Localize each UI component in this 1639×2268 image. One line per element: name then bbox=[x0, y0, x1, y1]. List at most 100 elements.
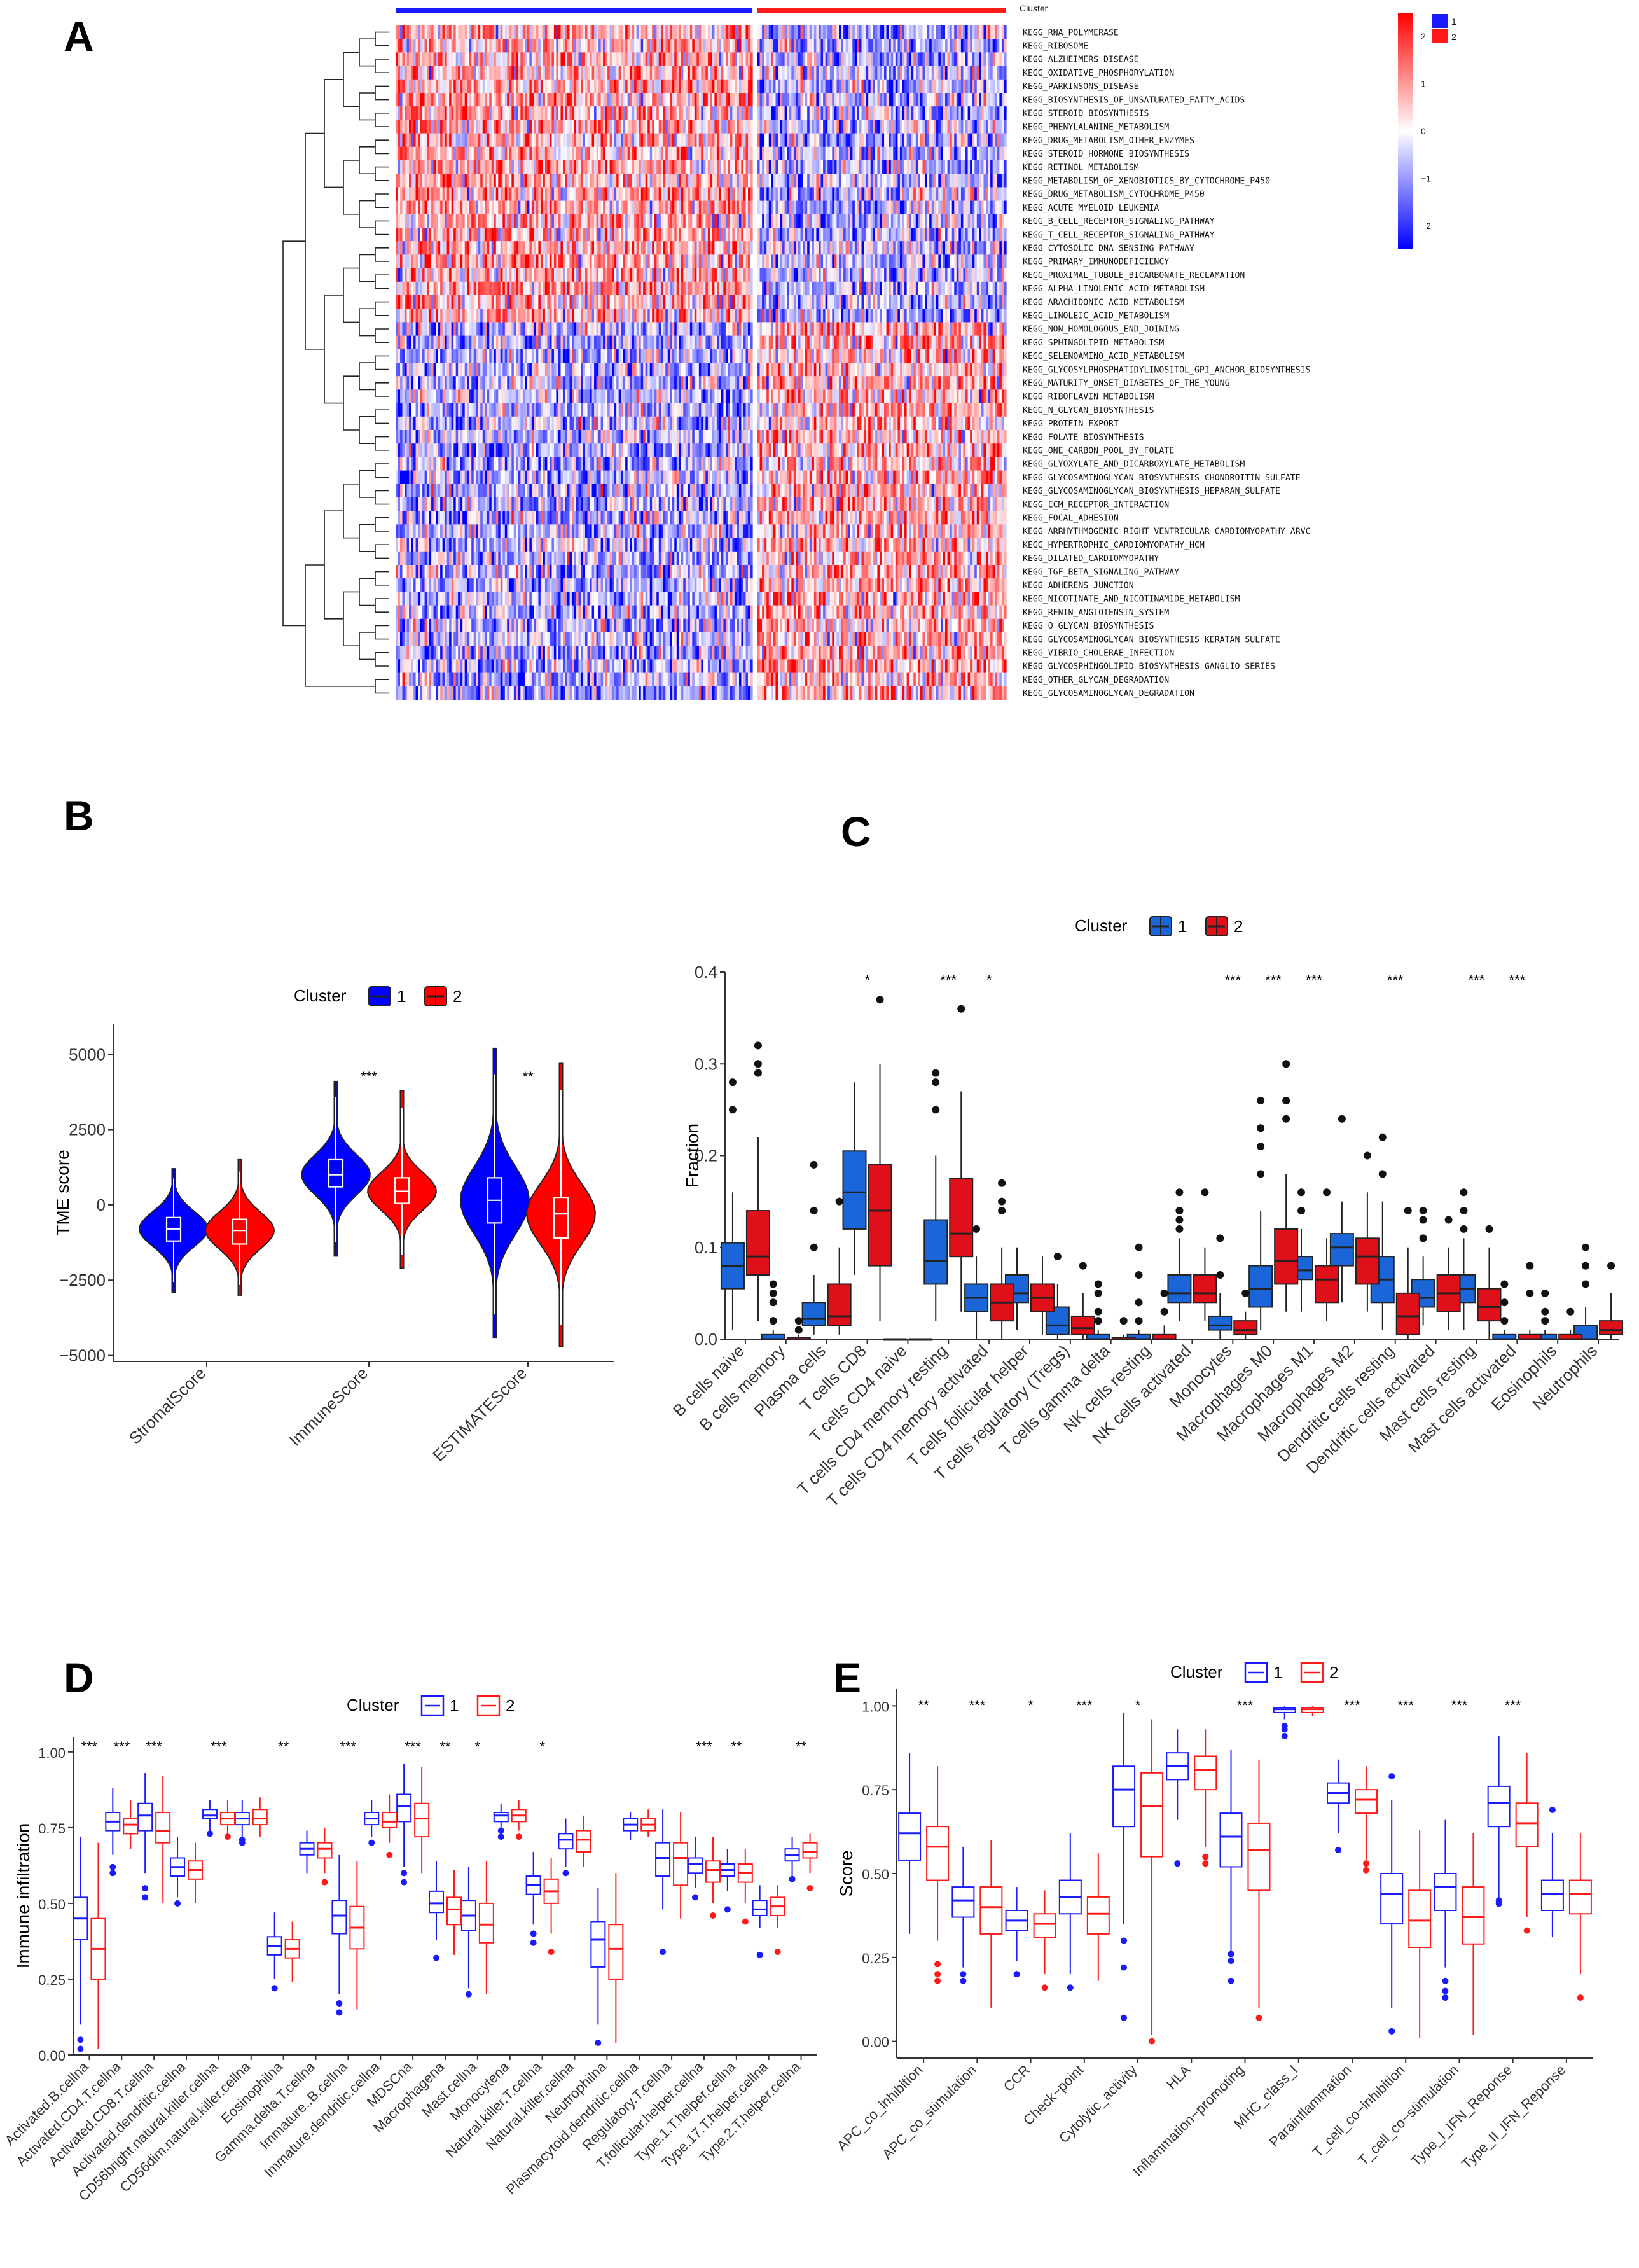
heatmap-cell bbox=[513, 160, 516, 174]
heatmap-cell bbox=[583, 120, 586, 134]
heatmap-cell bbox=[707, 79, 710, 94]
heatmap-cell bbox=[918, 133, 921, 148]
heatmap-cell bbox=[816, 254, 819, 269]
heatmap-cell bbox=[411, 187, 414, 202]
heatmap-cell bbox=[768, 79, 771, 94]
heatmap-cell bbox=[578, 66, 581, 80]
heatmap-cell bbox=[920, 79, 923, 94]
heatmap-cell bbox=[701, 79, 704, 94]
heatmap-cell bbox=[603, 39, 606, 53]
heatmap-cell bbox=[800, 228, 803, 242]
heatmap-cell bbox=[590, 254, 593, 269]
heatmap-cell bbox=[674, 120, 677, 134]
heatmap-cell bbox=[400, 228, 403, 242]
heatmap-cell bbox=[649, 214, 653, 228]
heatmap-cell bbox=[879, 66, 883, 80]
heatmap-cell bbox=[737, 106, 740, 120]
heatmap-cell bbox=[929, 174, 932, 188]
heatmap-cell bbox=[703, 160, 706, 174]
heatmap-cell bbox=[796, 214, 799, 228]
heatmap-cell bbox=[518, 241, 521, 255]
heatmap-cell bbox=[632, 66, 635, 80]
heatmap-cell bbox=[992, 214, 995, 228]
heatmap-cell bbox=[665, 39, 668, 53]
heatmap-cell bbox=[771, 52, 774, 67]
heatmap-cell bbox=[495, 160, 499, 174]
heatmap-cell bbox=[848, 200, 851, 215]
heatmap-cell bbox=[612, 146, 615, 161]
heatmap-cell bbox=[458, 106, 461, 120]
heatmap-cell bbox=[773, 120, 777, 134]
heatmap-cell bbox=[607, 52, 611, 67]
heatmap-cell bbox=[647, 52, 651, 67]
heatmap-cell bbox=[489, 268, 492, 282]
heatmap-cell bbox=[796, 25, 799, 39]
heatmap-cell bbox=[954, 241, 957, 255]
heatmap-cell bbox=[893, 93, 896, 107]
heatmap-cell bbox=[596, 241, 599, 255]
heatmap-cell bbox=[723, 160, 726, 174]
heatmap-cell bbox=[498, 79, 501, 94]
heatmap-cell bbox=[605, 174, 608, 188]
heatmap-cell bbox=[422, 66, 425, 80]
heatmap-cell bbox=[433, 66, 436, 80]
heatmap-cell bbox=[868, 79, 871, 94]
heatmap-cell bbox=[707, 254, 710, 269]
heatmap-cell bbox=[800, 52, 803, 67]
heatmap-cell bbox=[929, 160, 932, 174]
heatmap-cell bbox=[585, 39, 588, 53]
heatmap-cell bbox=[451, 174, 454, 188]
heatmap-cell bbox=[861, 79, 864, 94]
heatmap-cell bbox=[723, 146, 726, 161]
heatmap-cell bbox=[875, 106, 878, 120]
heatmap-cell bbox=[688, 52, 691, 67]
heatmap-cell bbox=[875, 254, 878, 269]
heatmap-cell bbox=[818, 52, 822, 67]
heatmap-cell bbox=[857, 25, 860, 39]
heatmap-cell bbox=[1004, 146, 1007, 161]
heatmap-cell bbox=[667, 228, 670, 242]
heatmap-cell bbox=[990, 79, 993, 94]
heatmap-cell bbox=[513, 52, 516, 67]
heatmap-cell bbox=[612, 52, 615, 67]
heatmap-cell bbox=[529, 93, 532, 107]
heatmap-cell bbox=[820, 146, 824, 161]
heatmap-cell bbox=[567, 268, 571, 282]
heatmap-cell bbox=[915, 25, 918, 39]
heatmap-cell bbox=[812, 254, 815, 269]
heatmap-cell bbox=[603, 120, 606, 134]
heatmap-cell bbox=[960, 228, 964, 242]
heatmap-cell bbox=[938, 160, 941, 174]
heatmap-cell bbox=[913, 146, 916, 161]
heatmap-cell bbox=[627, 25, 630, 39]
heatmap-cell bbox=[400, 79, 403, 94]
heatmap-cell bbox=[406, 187, 410, 202]
heatmap-cell bbox=[409, 187, 412, 202]
heatmap-cell bbox=[688, 241, 691, 255]
heatmap-cell bbox=[864, 228, 867, 242]
heatmap-cell bbox=[647, 106, 651, 120]
heatmap-cell bbox=[845, 214, 848, 228]
heatmap-cell bbox=[590, 146, 593, 161]
heatmap-cell bbox=[818, 106, 822, 120]
heatmap-cell bbox=[645, 241, 648, 255]
heatmap-cell bbox=[759, 241, 763, 255]
heatmap-cell bbox=[511, 120, 515, 134]
heatmap-cell bbox=[909, 200, 912, 215]
heatmap-cell bbox=[913, 187, 916, 202]
heatmap-cell bbox=[607, 25, 611, 39]
heatmap-cell bbox=[954, 200, 957, 215]
heatmap-cell bbox=[877, 254, 880, 269]
heatmap-cell bbox=[571, 254, 575, 269]
heatmap-cell bbox=[424, 228, 427, 242]
heatmap-cell bbox=[972, 160, 975, 174]
heatmap-cell bbox=[516, 120, 519, 134]
heatmap-cell bbox=[636, 146, 639, 161]
heatmap-cell bbox=[458, 66, 461, 80]
heatmap-cell bbox=[728, 200, 731, 215]
heatmap-cell bbox=[438, 214, 441, 228]
heatmap-cell bbox=[845, 241, 848, 255]
heatmap-cell bbox=[922, 160, 925, 174]
heatmap-cell bbox=[895, 25, 898, 39]
heatmap-cell bbox=[529, 52, 532, 67]
